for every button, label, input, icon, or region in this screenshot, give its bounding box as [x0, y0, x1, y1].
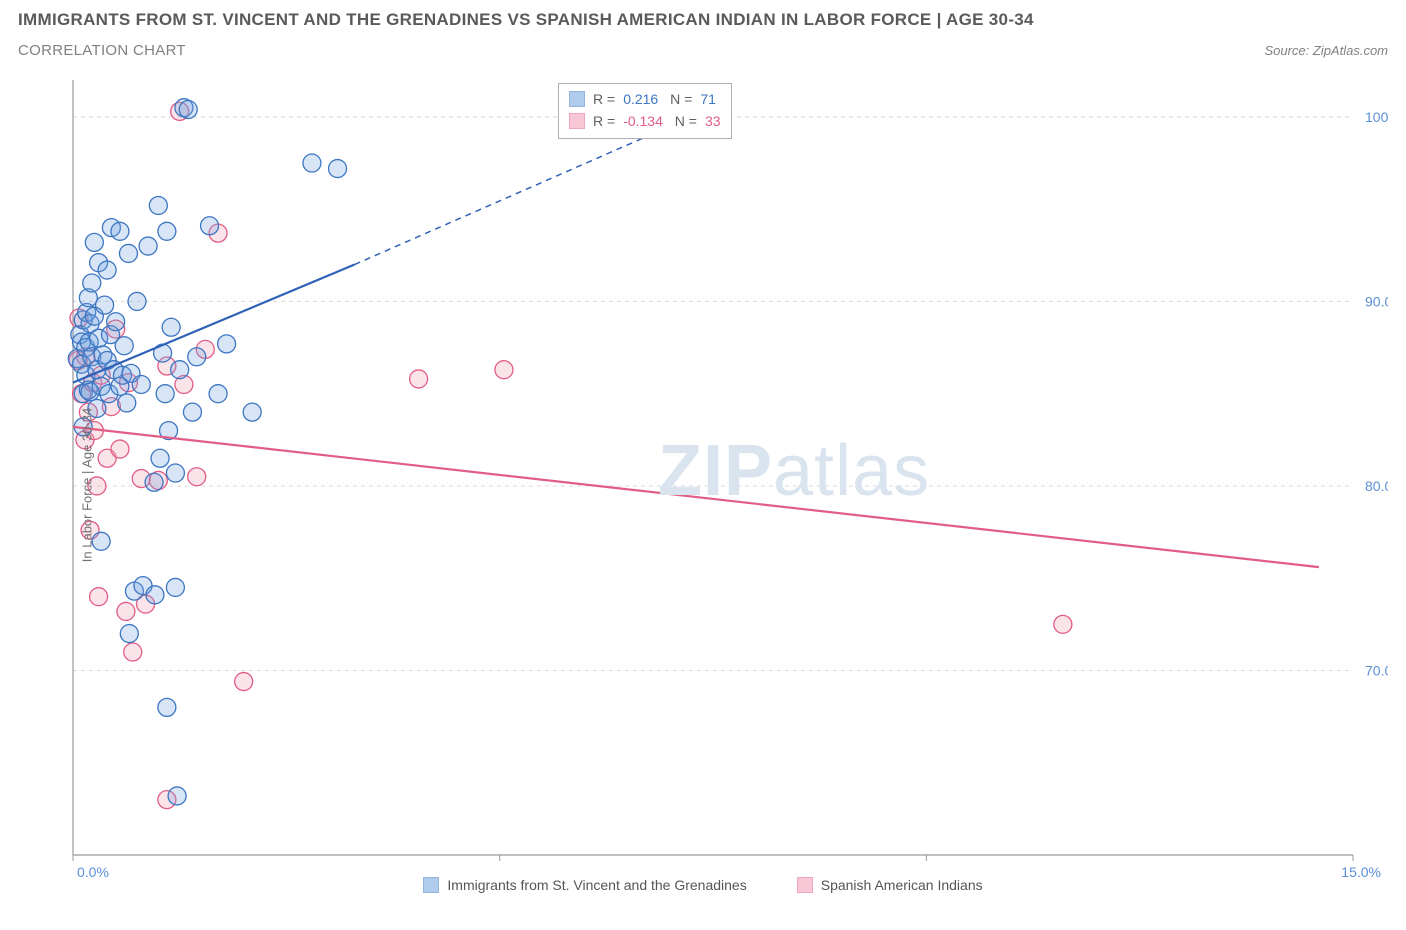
- svg-text:80.0%: 80.0%: [1365, 478, 1388, 494]
- svg-text:100.0%: 100.0%: [1365, 109, 1388, 125]
- series-a-r-value: 0.216: [623, 88, 658, 110]
- scatter-chart: 70.0%80.0%90.0%100.0%0.0%15.0%: [18, 75, 1388, 895]
- series-b-swatch: [569, 113, 585, 129]
- series-b-n-value: 33: [705, 110, 721, 132]
- legend-item-b: Spanish American Indians: [797, 877, 983, 893]
- r-label: R =: [593, 88, 615, 110]
- svg-text:70.0%: 70.0%: [1365, 662, 1388, 678]
- series-b-r-value: -0.134: [623, 110, 663, 132]
- series-a-label: Immigrants from St. Vincent and the Gren…: [447, 877, 746, 893]
- series-b-swatch: [797, 877, 813, 893]
- corr-row-a: R = 0.216 N = 71: [569, 88, 721, 110]
- y-axis-label: In Labor Force | Age 30-34: [80, 408, 95, 562]
- legend-item-a: Immigrants from St. Vincent and the Gren…: [423, 877, 746, 893]
- series-a-swatch: [569, 91, 585, 107]
- bottom-legend: Immigrants from St. Vincent and the Gren…: [18, 877, 1388, 893]
- page-title: IMMIGRANTS FROM ST. VINCENT AND THE GREN…: [18, 10, 1388, 30]
- n-label: N =: [666, 88, 692, 110]
- correlation-legend: R = 0.216 N = 71 R = -0.134 N = 33: [558, 83, 732, 139]
- svg-text:90.0%: 90.0%: [1365, 293, 1388, 309]
- series-a-swatch: [423, 877, 439, 893]
- r-label: R =: [593, 110, 615, 132]
- chart-subtitle: CORRELATION CHART: [18, 42, 186, 59]
- series-a-n-value: 71: [700, 88, 716, 110]
- chart-container: In Labor Force | Age 30-34 70.0% 80.0% 90.…: [18, 75, 1388, 895]
- corr-row-b: R = -0.134 N = 33: [569, 110, 721, 132]
- n-label: N =: [671, 110, 697, 132]
- series-b-label: Spanish American Indians: [821, 877, 983, 893]
- source-attribution: Source: ZipAtlas.com: [1264, 43, 1388, 58]
